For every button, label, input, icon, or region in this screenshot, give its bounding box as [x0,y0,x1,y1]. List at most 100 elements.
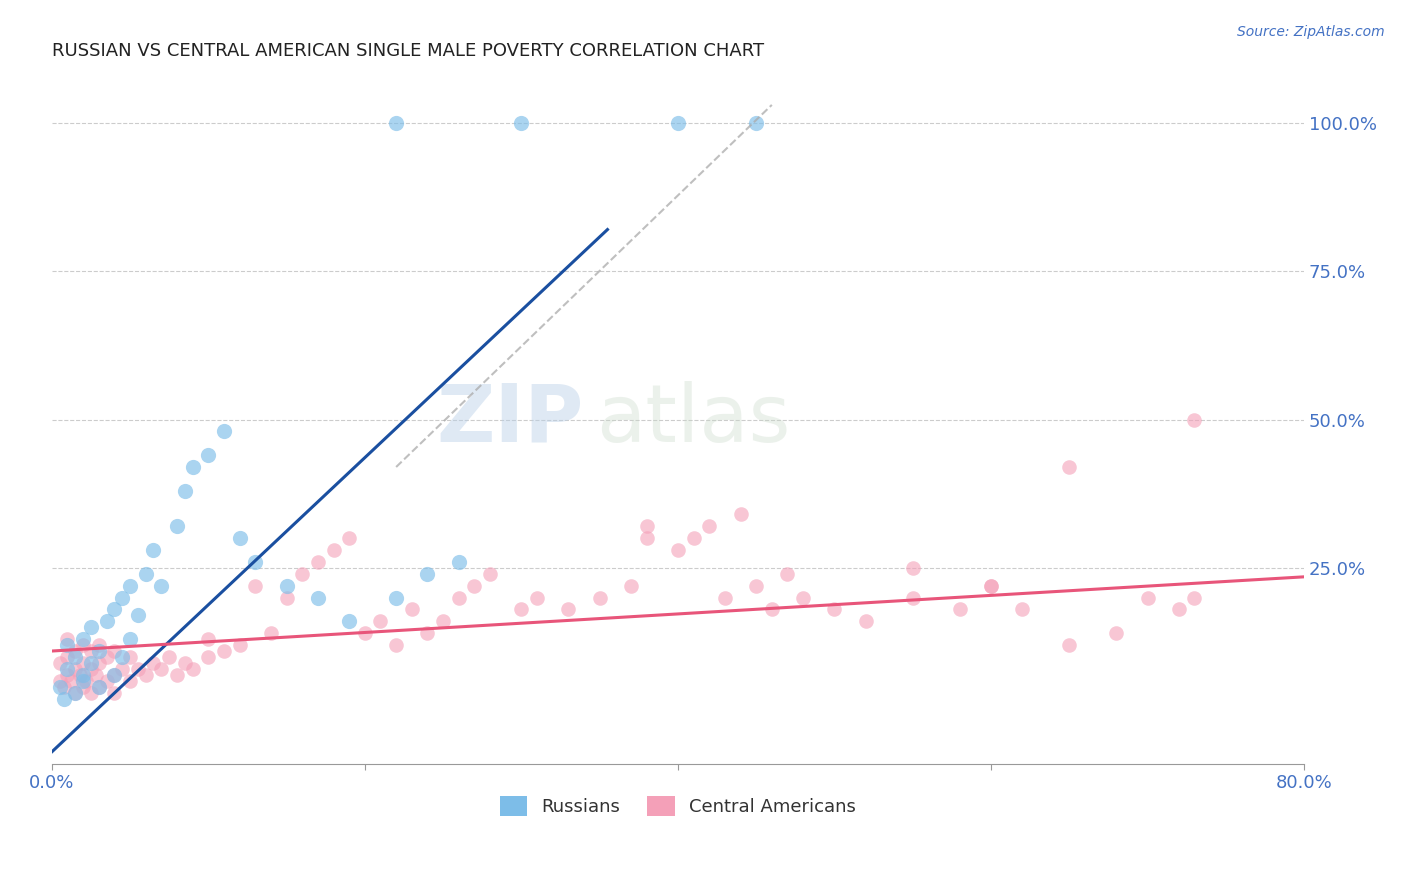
Point [80,662,103,676]
Point [103,644,125,658]
Point [714,591,737,605]
Point [118,673,141,688]
Point [1136,591,1159,605]
Point [111,662,134,676]
Point [118,579,141,593]
Point [65,650,87,665]
Point [166,519,188,533]
Point [228,531,250,545]
Point [322,543,344,558]
Point [526,591,548,605]
Point [65,685,87,699]
Point [69,667,91,681]
Point [245,555,267,569]
Point [87,680,110,694]
Point [56,638,79,652]
Point [1184,412,1206,426]
Point [1059,460,1081,475]
Point [56,632,79,647]
Point [72,632,94,647]
Point [401,602,423,616]
Point [87,638,110,652]
Point [463,579,485,593]
Text: ZIP: ZIP [437,381,583,458]
Point [385,591,408,605]
Point [291,566,314,581]
Point [48,680,70,694]
Point [72,673,94,688]
Point [84,667,107,681]
Point [103,667,125,681]
Point [56,650,79,665]
Point [111,591,134,605]
Point [228,638,250,652]
Point [56,662,79,676]
Point [72,656,94,670]
Point [697,519,720,533]
Point [636,519,658,533]
Point [432,615,454,629]
Point [730,508,752,522]
Point [181,460,204,475]
Point [150,579,173,593]
Point [65,662,87,676]
Point [127,662,149,676]
Point [1167,602,1189,616]
Point [173,483,195,498]
Point [855,615,877,629]
Point [1059,638,1081,652]
Point [337,531,360,545]
Point [1011,602,1033,616]
Text: Source: ZipAtlas.com: Source: ZipAtlas.com [1237,25,1385,39]
Point [823,602,845,616]
Point [72,638,94,652]
Text: RUSSIAN VS CENTRAL AMERICAN SINGLE MALE POVERTY CORRELATION CHART: RUSSIAN VS CENTRAL AMERICAN SINGLE MALE … [52,42,763,60]
Point [80,644,103,658]
Point [48,673,70,688]
Point [901,561,924,575]
Point [370,615,392,629]
Point [212,425,235,439]
Point [666,543,689,558]
Point [416,626,439,640]
Point [197,632,219,647]
Point [118,632,141,647]
Point [245,579,267,593]
Point [1105,626,1128,640]
Point [75,673,97,688]
Point [636,531,658,545]
Point [276,579,298,593]
Point [761,602,783,616]
Point [510,602,533,616]
Point [127,608,149,623]
Point [65,644,87,658]
Point [666,116,689,130]
Point [96,673,118,688]
Point [87,656,110,670]
Point [65,685,87,699]
Point [682,531,704,545]
Point [745,579,768,593]
Point [620,579,643,593]
Point [53,691,76,706]
Point [776,566,799,581]
Point [80,685,103,699]
Point [337,615,360,629]
Point [510,116,533,130]
Point [212,644,235,658]
Point [307,555,329,569]
Point [150,662,173,676]
Point [118,650,141,665]
Point [416,566,439,581]
Point [135,566,157,581]
Point [447,591,470,605]
Point [157,650,180,665]
Point [59,673,82,688]
Point [276,591,298,605]
Point [142,656,165,670]
Point [80,620,103,634]
Point [72,667,94,681]
Legend: Russians, Central Americans: Russians, Central Americans [492,789,863,823]
Point [56,667,79,681]
Point [103,685,125,699]
